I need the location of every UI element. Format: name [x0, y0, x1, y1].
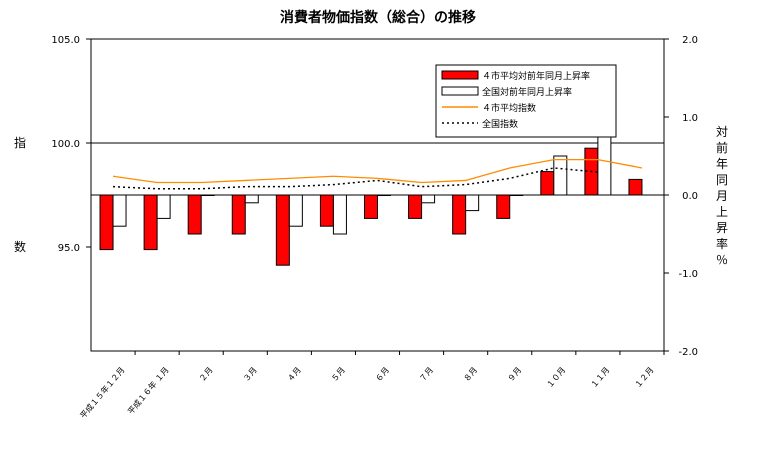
chart-title: 消費者物価指数（総合）の推移 — [280, 9, 476, 26]
left-axis-label-char: 数 — [14, 239, 26, 254]
x-axis-tick-label: 平成１５年１２月 — [78, 365, 127, 420]
x-axis-tick-label: ４月 — [286, 366, 303, 384]
right-axis-tick-label: 0.0 — [682, 191, 698, 202]
bar-series-0 — [143, 194, 158, 251]
line-series-2 — [112, 158, 643, 184]
bar-series-1 — [156, 194, 171, 219]
bar-series-1 — [553, 155, 568, 196]
bar-series-0 — [319, 194, 334, 227]
x-axis-tick-label: ９月 — [506, 366, 523, 384]
x-axis-tick-label: 平成１６年 １月 — [125, 365, 170, 416]
bar-series-1 — [465, 194, 480, 212]
bar-series-0 — [364, 194, 378, 219]
bar-series-0 — [496, 194, 511, 219]
bar-series-1 — [332, 194, 347, 235]
bar-series-1 — [377, 194, 391, 196]
right-axis-tick-label: -1.0 — [678, 269, 698, 280]
left-axis-label-char: 指 — [14, 135, 26, 150]
bar-series-0 — [452, 194, 467, 235]
bar-series-1 — [288, 194, 303, 227]
bar-series-1 — [112, 194, 127, 227]
right-axis-label-char: 同 — [716, 173, 728, 187]
bar-series-1 — [509, 194, 524, 196]
x-axis-tick-label: ５月 — [330, 366, 347, 384]
x-axis-tick-label: ８月 — [462, 366, 479, 384]
x-axis-tick-label: ３月 — [242, 366, 259, 384]
x-axis-tick-label: １２月 — [633, 366, 655, 390]
bar-series-1 — [597, 132, 612, 196]
x-axis-tick-label: ２月 — [198, 366, 215, 384]
right-axis-tick-label: 2.0 — [682, 35, 698, 46]
legend-label-1: 全国対前年同月上昇率 — [482, 86, 572, 98]
x-axis-tick-label: ７月 — [418, 366, 435, 384]
left-axis-tick-label: 95.0 — [58, 243, 80, 254]
bar-series-0 — [231, 194, 246, 235]
bar-series-0 — [408, 194, 423, 219]
right-axis-label-char: ％ — [716, 253, 728, 267]
right-axis-label-char: 率 — [716, 236, 728, 251]
legend-swatch-1 — [441, 86, 479, 96]
legend-label-0: ４市平均対前年同月上昇率 — [482, 70, 590, 82]
x-axis-tick-label: １１月 — [589, 366, 611, 390]
legend-label-3: 全国指数 — [482, 118, 518, 130]
right-axis-label-char: 月 — [716, 189, 728, 203]
left-axis-tick-label: 100.0 — [51, 139, 80, 150]
x-axis-tick-label: １０月 — [545, 366, 567, 390]
right-axis-label-char: 上 — [716, 205, 728, 219]
right-axis-label-char: 年 — [716, 157, 728, 171]
bar-series-1 — [421, 194, 436, 204]
legend-swatch-0 — [441, 70, 479, 80]
bar-series-0 — [540, 171, 555, 196]
right-axis-label-char: 前 — [716, 140, 728, 155]
bar-series-0 — [628, 178, 643, 196]
right-axis-tick-label: 1.0 — [682, 113, 698, 124]
right-axis-label-char: 対 — [716, 125, 728, 139]
bar-series-0 — [187, 194, 202, 235]
right-axis-label-char: 昇 — [716, 221, 728, 235]
bar-series-1 — [200, 194, 215, 196]
x-axis-tick-label: ６月 — [374, 366, 391, 384]
bar-series-0 — [275, 194, 290, 266]
line-series-3 — [113, 167, 598, 190]
left-axis-tick-label: 105.0 — [51, 35, 80, 46]
legend-label-2: ４市平均指数 — [482, 102, 536, 114]
right-axis-tick-label: -2.0 — [678, 347, 698, 358]
bar-series-1 — [244, 194, 259, 204]
bar-series-0 — [99, 194, 114, 251]
plot-area: 105.0 100.0 95.0 2.0 1.0 0.0 -1.0 -2.0 指数 対前年同月上昇… — [14, 35, 728, 420]
